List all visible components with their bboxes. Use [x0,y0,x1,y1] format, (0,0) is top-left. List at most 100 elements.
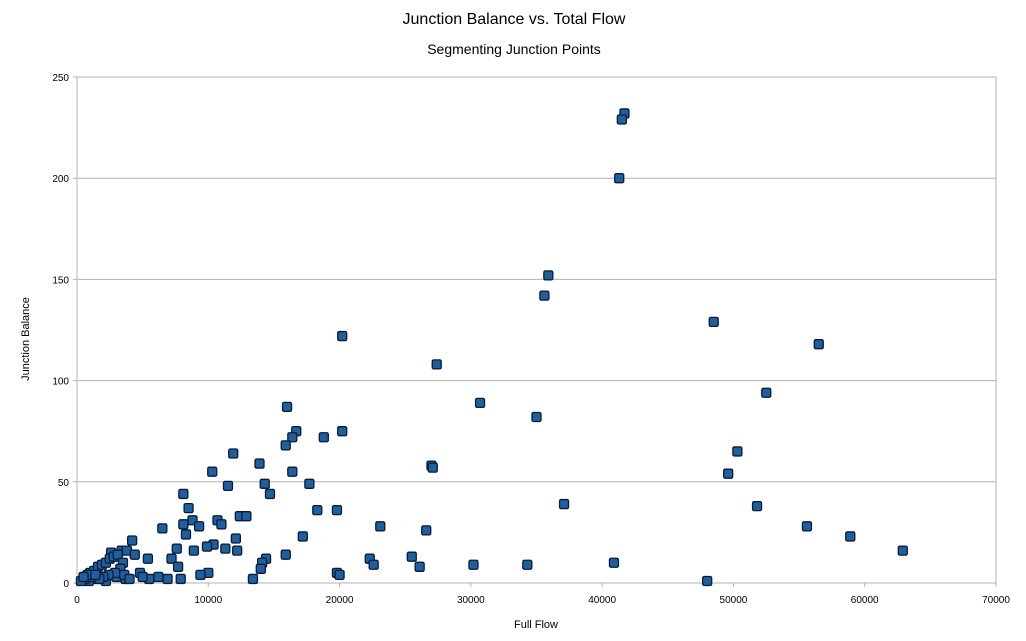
scatter-point [126,535,138,546]
scatter-point [723,468,734,479]
scatter-point [207,466,218,477]
x-tick-label: 20000 [326,595,354,606]
scatter-point [216,519,227,530]
data-points [75,108,908,587]
scatter-point [180,529,192,540]
x-tick-label: 40000 [588,595,616,606]
scatter-point [337,426,348,437]
scatter-point [259,478,270,489]
scatter-point [531,411,542,423]
scatter-point [281,401,293,413]
scatter-point [220,543,231,554]
chart-title: Junction Balance vs. Total Flow [403,11,626,28]
scatter-point [264,488,276,500]
scatter-point [702,575,713,587]
scatter-point [318,432,329,443]
x-tick-label: 60000 [851,595,879,606]
scatter-point [137,571,148,583]
scatter-point [732,446,743,457]
scatter-point [222,480,234,491]
scatter-point [280,549,291,560]
y-tick-label: 150 [52,275,69,286]
scatter-point [254,458,265,469]
plot-frame [76,76,997,584]
axes [73,76,997,587]
scatter-point [112,549,123,560]
scatter-point [414,561,425,572]
scatter-point [331,504,343,516]
x-axis-label: Full Flow [514,619,558,631]
scatter-point [195,569,206,581]
tick-labels: 0 10000 20000 30000 40000 50000 60000 70000 0 50 1… [52,73,1010,606]
scatter-point [247,573,259,585]
scatter-point [157,523,168,534]
x-tick-label: 70000 [982,595,1010,606]
scatter-point [183,502,194,514]
x-tick-label: 0 [74,595,80,606]
scatter-point [287,432,298,443]
scatter-point [616,114,627,125]
scatter-point [368,559,379,570]
scatter-point [90,569,101,581]
scatter-point [171,543,182,554]
scatter-point [406,551,417,562]
scatter-point [178,488,189,500]
scatter-point [421,525,432,536]
scatter-point [614,173,625,184]
scatter-point [153,571,164,583]
chart-subtitle: Segmenting Junction Points [427,41,601,57]
scatter-point [228,448,239,459]
scatter-point [124,573,135,585]
scatter-point [142,553,154,564]
scatter-point [178,519,189,530]
scatter-point [845,531,856,542]
scatter-point [708,316,719,328]
scatter-point [201,541,213,552]
scatter-point [230,533,242,544]
scatter-point [232,545,243,556]
x-tick-label: 30000 [457,595,485,606]
scatter-point [431,359,442,370]
scatter-point [312,504,323,516]
y-tick-label: 250 [52,73,69,84]
scatter-point [129,549,140,560]
scatter-point [539,290,550,301]
scatter-point [813,339,824,350]
scatter-point [337,330,348,342]
scatter-point [241,511,252,522]
scatter-point [188,545,199,556]
scatter-point [801,521,813,532]
scatter-point [172,561,184,572]
scatter-point [558,498,570,510]
scatter-point [162,573,173,585]
x-tick-label: 10000 [194,595,222,606]
gridlines [77,76,996,584]
scatter-point [166,553,177,564]
scatter-point [297,531,308,542]
scatter-point [304,478,315,489]
scatter-point [280,440,291,451]
scatter-point [522,559,533,570]
scatter-point [334,569,345,581]
scatter-point [78,571,89,583]
x-tick-label: 50000 [720,595,748,606]
y-tick-label: 50 [58,478,70,489]
scatter-point [375,521,386,532]
scatter-point [193,521,205,532]
scatter-point [427,462,438,473]
scatter-point [543,270,554,281]
scatter-point [608,557,620,568]
y-tick-label: 100 [52,377,69,388]
scatter-point [897,545,908,556]
scatter-point [761,387,772,398]
scatter-point [474,397,486,409]
y-tick-label: 200 [52,174,69,185]
y-axis-label: Junction Balance [20,297,32,381]
scatter-point [255,563,266,574]
scatter-point [468,559,479,570]
scatter-point [751,500,763,512]
scatter-point [175,573,186,585]
y-tick-label: 0 [63,579,69,590]
